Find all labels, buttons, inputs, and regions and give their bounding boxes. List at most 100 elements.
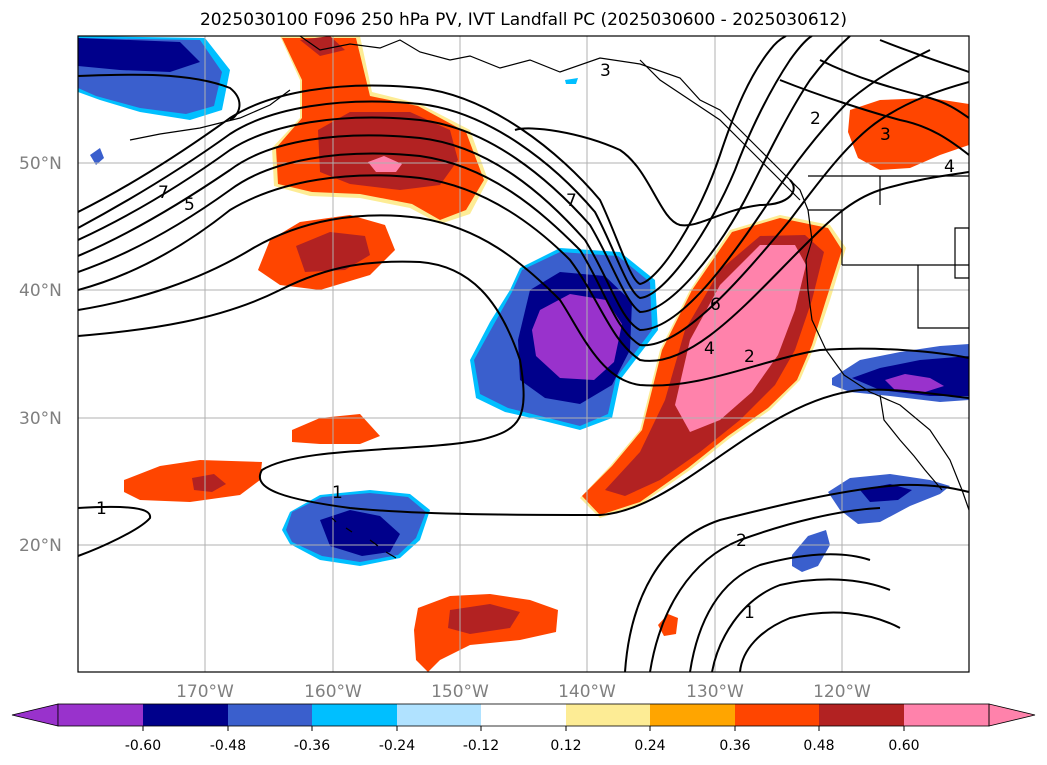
lon-label: 130°W xyxy=(686,682,744,702)
colorbar-tick-label: -0.24 xyxy=(379,738,415,754)
colorbar-segment xyxy=(566,704,650,726)
lat-label: 20°N xyxy=(19,536,62,556)
lon-label: 160°W xyxy=(304,682,362,702)
pv-positive-region xyxy=(318,112,458,190)
pv-positive-region xyxy=(448,604,520,634)
contour-label: 3 xyxy=(600,61,611,81)
colorbar-segment xyxy=(650,704,735,726)
colorbar-tick-label: -0.48 xyxy=(210,738,246,754)
lon-labels: 170°W 160°W 150°W 140°W 130°W 120°W xyxy=(176,682,871,702)
contour-line xyxy=(819,59,969,119)
contour-line xyxy=(649,507,881,672)
contour-label: 4 xyxy=(944,157,955,177)
pv-positive-region xyxy=(300,36,345,56)
contour-line xyxy=(624,483,969,672)
colorbar-extend-left xyxy=(11,703,59,727)
contour-line xyxy=(78,36,787,286)
colorbar-tick-label: 0.60 xyxy=(888,738,919,754)
lon-label: 170°W xyxy=(176,682,234,702)
colorbar-extend-right xyxy=(988,703,1036,727)
colorbar-segment xyxy=(58,704,143,726)
contour-line xyxy=(78,505,152,557)
political-border xyxy=(917,265,969,329)
contour-label: 4 xyxy=(704,339,715,359)
hawaii-islands xyxy=(331,517,397,559)
map-title: 2025030100 F096 250 hPa PV, IVT Landfall… xyxy=(199,10,847,30)
coastline xyxy=(299,36,809,211)
contour-line xyxy=(78,81,969,347)
coastline xyxy=(129,89,291,141)
coastline xyxy=(639,59,801,201)
lon-label: 120°W xyxy=(813,682,871,702)
contour-line xyxy=(78,36,813,300)
contour-label: 1 xyxy=(744,603,755,623)
coastline xyxy=(805,209,969,511)
contour-line xyxy=(78,214,969,387)
colorbar-tick-label: -0.60 xyxy=(125,738,161,754)
contour-line xyxy=(78,171,969,362)
pv-positive-region xyxy=(292,414,380,444)
colorbar-tick-label: -0.12 xyxy=(463,738,499,754)
colorbar-segment xyxy=(143,704,228,726)
contour-label: 2 xyxy=(744,347,755,367)
contour-labels: 7 5 3 2 3 4 7 6 4 2 1 1 2 1 xyxy=(96,61,955,623)
colorbar-tick-label: 0.48 xyxy=(803,738,834,754)
pv-positive-region xyxy=(675,245,806,432)
lat-label: 40°N xyxy=(19,281,62,301)
colorbar-outline xyxy=(57,703,990,727)
colorbar-segment xyxy=(819,704,904,726)
pv-positive-region xyxy=(192,474,226,492)
lon-label: 140°W xyxy=(558,682,616,702)
contour-label: 7 xyxy=(566,191,577,211)
contour-label: 7 xyxy=(158,183,169,203)
contour-line xyxy=(711,578,891,672)
contour-label: 3 xyxy=(880,125,891,145)
political-border xyxy=(954,227,969,279)
contour-label: 2 xyxy=(736,531,747,551)
contour-line xyxy=(779,79,969,156)
contour-line xyxy=(879,39,969,73)
coastline xyxy=(879,394,943,491)
pv-positive-region xyxy=(368,156,402,172)
contour-line xyxy=(78,260,969,517)
colorbar-tick-label: 0.12 xyxy=(550,738,581,754)
pv-negative-region xyxy=(792,530,830,572)
colorbar-tick-label: 0.36 xyxy=(719,738,750,754)
contour-label: 6 xyxy=(710,295,721,315)
pv-negative-region xyxy=(565,78,578,84)
contour-line xyxy=(739,611,901,672)
colorbar-segment xyxy=(481,704,566,726)
contour-line xyxy=(514,127,795,227)
pv-negative-region xyxy=(90,148,104,165)
contour-label: 2 xyxy=(810,109,821,129)
colorbar-segment xyxy=(904,704,989,726)
contour-label: 1 xyxy=(96,499,107,519)
map-frame xyxy=(77,35,970,673)
lat-labels: 50°N 40°N 30°N 20°N xyxy=(19,154,62,556)
colorbar-segment xyxy=(735,704,819,726)
colorbar-segment xyxy=(228,704,312,726)
colorbar-ticks xyxy=(142,726,905,731)
lon-label: 150°W xyxy=(431,682,489,702)
lat-label: 50°N xyxy=(19,154,62,174)
pv-positive-region xyxy=(658,614,678,636)
contour-label: 5 xyxy=(184,195,195,215)
colorbar-tick-label: -0.36 xyxy=(294,738,330,754)
pv-negative-region xyxy=(78,38,200,72)
gridlines xyxy=(78,36,969,672)
colorbar: -0.60 -0.48 -0.36 -0.24 -0.12 0.12 0.24 … xyxy=(11,703,1036,754)
contour-line xyxy=(689,553,871,672)
colorbar-segment xyxy=(312,704,397,726)
lat-label: 30°N xyxy=(19,409,62,429)
colorbar-tick-label: 0.24 xyxy=(634,738,665,754)
map-panel: 7 5 3 2 3 4 7 6 4 2 1 1 2 1 xyxy=(78,36,969,672)
contour-label: 1 xyxy=(332,483,343,503)
contour-line xyxy=(78,49,931,332)
colorbar-segment xyxy=(397,704,481,726)
colorbar-tick-labels: -0.60 -0.48 -0.36 -0.24 -0.12 0.12 0.24 … xyxy=(125,738,920,754)
pv-positive-region xyxy=(848,98,969,170)
contour-line xyxy=(78,36,851,314)
contour-line xyxy=(78,73,241,121)
pv-negative-region xyxy=(885,374,944,392)
